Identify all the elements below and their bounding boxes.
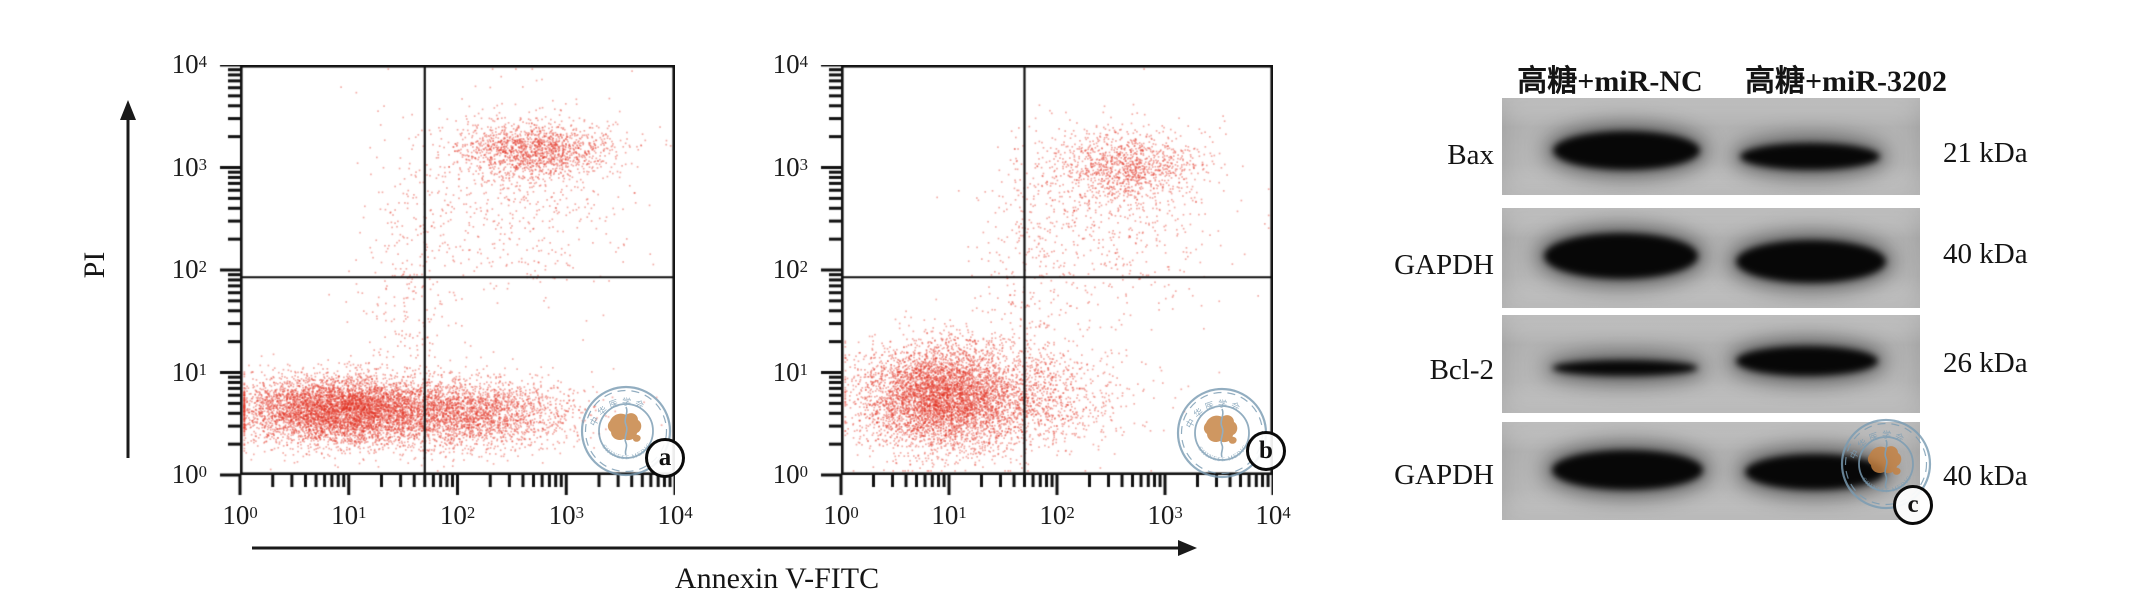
x-tick-label: 102 bbox=[1039, 500, 1075, 530]
y-tick-label: 103 bbox=[171, 151, 207, 182]
y-tick-label: 104 bbox=[772, 49, 808, 79]
wb-mw-label: 26 kDa bbox=[1943, 347, 2028, 379]
wb-column-label-mir-nc: 高糖+miR-NC bbox=[1517, 65, 1703, 98]
wb-band-lane1 bbox=[1552, 359, 1699, 377]
x-tick-label: 100 bbox=[222, 500, 258, 530]
flow-scatter-canvas-b bbox=[815, 65, 1273, 501]
x-tick-label: 100 bbox=[823, 500, 859, 530]
wb-mw-label: 40 kDa bbox=[1943, 460, 2028, 492]
x-tick-label: 102 bbox=[439, 500, 476, 530]
wb-band-lane2 bbox=[1740, 142, 1881, 170]
y-tick-label: 101 bbox=[171, 356, 207, 387]
x-tick-label: 104 bbox=[657, 500, 693, 530]
wb-protein-label: Bcl-2 bbox=[1429, 354, 1494, 386]
wb-band-lane2 bbox=[1745, 453, 1886, 491]
wb-column-label-mir-3202: 高糖+miR-3202 bbox=[1744, 65, 1948, 98]
wb-protein-label: Bax bbox=[1447, 139, 1494, 171]
wb-mw-label: 40 kDa bbox=[1943, 238, 2028, 270]
panel-letter-b: b bbox=[1246, 431, 1286, 471]
wb-strip-bcl-2-2 bbox=[1502, 315, 1920, 413]
panel-letter-c: c bbox=[1893, 485, 1933, 525]
panel-letter-a: a bbox=[645, 438, 685, 478]
y-tick-label: 101 bbox=[772, 356, 808, 387]
x-tick-label: 101 bbox=[331, 500, 367, 530]
flow-scatter-canvas-a bbox=[214, 65, 675, 501]
y-tick-label: 100 bbox=[171, 459, 207, 489]
y-tick-label: 102 bbox=[171, 254, 207, 284]
annexin-axis-arrow-icon bbox=[252, 540, 1197, 556]
x-tick-label: 103 bbox=[1147, 500, 1183, 530]
wb-band-lane2 bbox=[1736, 346, 1879, 376]
wb-band-lane1 bbox=[1552, 450, 1703, 490]
y-tick-label: 104 bbox=[171, 49, 207, 79]
wb-strip-bax-0 bbox=[1502, 98, 1920, 195]
y-tick-label: 103 bbox=[772, 151, 808, 182]
wb-protein-label: GAPDH bbox=[1394, 249, 1494, 281]
wb-protein-label: GAPDH bbox=[1394, 459, 1494, 491]
pi-axis-arrow-icon bbox=[120, 100, 136, 458]
annexin-axis-label: Annexin V-FITC bbox=[674, 562, 880, 595]
y-tick-label: 100 bbox=[772, 459, 808, 489]
x-tick-label: 104 bbox=[1255, 500, 1291, 530]
y-tick-label: 102 bbox=[772, 254, 808, 284]
x-tick-label: 101 bbox=[931, 500, 967, 530]
wb-mw-label: 21 kDa bbox=[1943, 137, 2028, 169]
wb-band-lane1 bbox=[1543, 233, 1699, 279]
wb-strip-gapdh-1 bbox=[1502, 208, 1920, 308]
wb-band-lane1 bbox=[1553, 130, 1700, 170]
wb-band-lane2 bbox=[1735, 239, 1887, 283]
x-tick-label: 103 bbox=[548, 500, 584, 530]
pi-axis-label: PI bbox=[78, 251, 111, 279]
